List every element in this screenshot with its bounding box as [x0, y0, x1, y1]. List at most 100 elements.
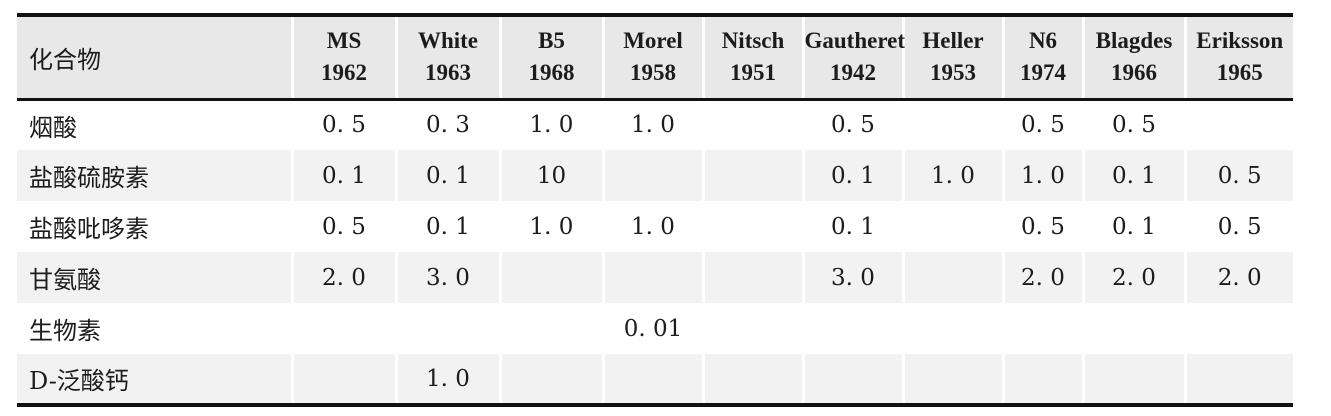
- value-cell: 3. 0: [801, 252, 903, 303]
- value-cell: [1081, 303, 1185, 354]
- header-cell-heller: Heller 1953: [901, 15, 1003, 101]
- value-cell: [601, 150, 703, 201]
- value-cell: [1001, 354, 1083, 405]
- table-row-pyridoxine-hcl: 盐酸吡哆素 0. 5 0. 1 1. 0 1. 0 0. 1 0. 5 0. 1…: [17, 201, 1293, 252]
- value-cell: 1. 0: [601, 201, 703, 252]
- value-cell: [1183, 99, 1293, 150]
- medium-name: Morel: [623, 28, 683, 54]
- compound-cell: 盐酸吡哆素: [29, 215, 149, 243]
- value-cell: [901, 354, 1003, 405]
- medium-year: 1962: [321, 60, 367, 86]
- value-cell: [1081, 354, 1185, 405]
- value-cell: 2. 0: [1081, 252, 1185, 303]
- value-cell: 0. 5: [801, 99, 903, 150]
- value-cell: [601, 354, 703, 405]
- value-cell: [498, 354, 603, 405]
- medium-year: 1965: [1216, 60, 1263, 86]
- medium-year: 1951: [730, 60, 776, 86]
- value-cell: 0. 5: [1081, 99, 1185, 150]
- value-cell: [394, 303, 500, 354]
- medium-name: B5: [538, 28, 565, 54]
- value-cell: [901, 201, 1003, 252]
- header-cell-gautheret: Gautheret 1942: [801, 15, 905, 101]
- compound-cell: 甘氨酸: [29, 266, 101, 294]
- header-cell-compound: 化合物: [17, 15, 292, 101]
- medium-year: 1966: [1111, 60, 1157, 86]
- value-cell: [1183, 354, 1293, 405]
- compound-cell: D-泛酸钙: [29, 367, 129, 395]
- value-cell: 2. 0: [1183, 252, 1293, 303]
- value-cell: 0. 3: [394, 99, 500, 150]
- value-cell: [901, 303, 1003, 354]
- medium-year: 1963: [425, 60, 471, 86]
- compound-cell: 烟酸: [29, 113, 77, 142]
- medium-year: 1942: [830, 60, 876, 86]
- value-cell: [498, 252, 603, 303]
- header-row: 化合物 MS 1962 White 1963 B5 1968 Morel 195…: [17, 15, 1293, 101]
- value-cell: 0. 5: [1183, 150, 1293, 201]
- table-row-biotin: 生物素 0. 01: [17, 303, 1293, 354]
- medium-name: Blagdes: [1095, 28, 1173, 54]
- value-cell: 0. 5: [290, 99, 396, 150]
- value-cell: [601, 252, 703, 303]
- header-cell-b5: B5 1968: [498, 15, 603, 101]
- value-cell: [901, 99, 1003, 150]
- value-cell: 0. 5: [1183, 201, 1293, 252]
- header-cell-morel: Morel 1958: [601, 15, 703, 101]
- value-cell: 1. 0: [498, 201, 603, 252]
- value-cell: [901, 252, 1003, 303]
- value-cell: [1001, 303, 1083, 354]
- value-cell: [701, 99, 803, 150]
- value-cell: 1. 0: [394, 354, 500, 405]
- medium-year: 1958: [630, 60, 676, 86]
- medium-name: Nitsch: [721, 28, 785, 54]
- value-cell: [290, 303, 396, 354]
- value-cell: 2. 0: [290, 252, 396, 303]
- value-cell: [801, 354, 903, 405]
- header-cell-n6: N6 1974: [1001, 15, 1083, 101]
- media-composition-table: 化合物 MS 1962 White 1963 B5 1968 Morel 195…: [17, 13, 1293, 407]
- value-cell: 0. 1: [1081, 201, 1185, 252]
- header-cell-ms: MS 1962: [290, 15, 396, 101]
- header-cell-blagdes: Blagdes 1966: [1081, 15, 1185, 101]
- value-cell: [290, 354, 396, 405]
- medium-name: MS: [326, 28, 362, 54]
- header-cell-nitsch: Nitsch 1951: [701, 15, 803, 101]
- value-cell: 1. 0: [1001, 150, 1083, 201]
- value-cell: 0. 1: [290, 150, 396, 201]
- compound-cell: 生物素: [29, 317, 101, 345]
- header-cell-eriksson: Eriksson 1965: [1183, 15, 1293, 101]
- value-cell: [801, 303, 903, 354]
- value-cell: [1183, 303, 1293, 354]
- value-cell: 0. 1: [801, 201, 903, 252]
- value-cell: [701, 150, 803, 201]
- value-cell: [701, 354, 803, 405]
- value-cell: 3. 0: [394, 252, 500, 303]
- table-row-thiamine-hcl: 盐酸硫胺素 0. 1 0. 1 10 0. 1 1. 0 1. 0 0. 1 0…: [17, 150, 1293, 201]
- header-cell-white: White 1963: [394, 15, 500, 101]
- medium-year: 1953: [930, 60, 976, 86]
- medium-year: 1968: [528, 60, 575, 86]
- table-row-glycine: 甘氨酸 2. 0 3. 0 3. 0 2. 0 2. 0 2. 0: [17, 252, 1293, 303]
- value-cell: 0. 5: [290, 201, 396, 252]
- value-cell: 1. 0: [601, 99, 703, 150]
- value-cell: 0. 01: [601, 303, 703, 354]
- value-cell: 1. 0: [498, 99, 603, 150]
- value-cell: 0. 1: [1081, 150, 1185, 201]
- table-row-d-calcium-pantothenate: D-泛酸钙 1. 0: [17, 354, 1293, 405]
- value-cell: [701, 303, 803, 354]
- value-cell: 0. 5: [1001, 99, 1083, 150]
- value-cell: [498, 303, 603, 354]
- medium-year: 1974: [1020, 60, 1066, 86]
- medium-name: Eriksson: [1196, 28, 1284, 54]
- value-cell: 1. 0: [901, 150, 1003, 201]
- value-cell: 2. 0: [1001, 252, 1083, 303]
- value-cell: [701, 201, 803, 252]
- value-cell: 0. 1: [801, 150, 903, 201]
- value-cell: [701, 252, 803, 303]
- medium-name: White: [417, 28, 479, 54]
- value-cell: 0. 5: [1001, 201, 1083, 252]
- medium-name: N6: [1028, 28, 1058, 54]
- compound-cell: 盐酸硫胺素: [29, 164, 149, 192]
